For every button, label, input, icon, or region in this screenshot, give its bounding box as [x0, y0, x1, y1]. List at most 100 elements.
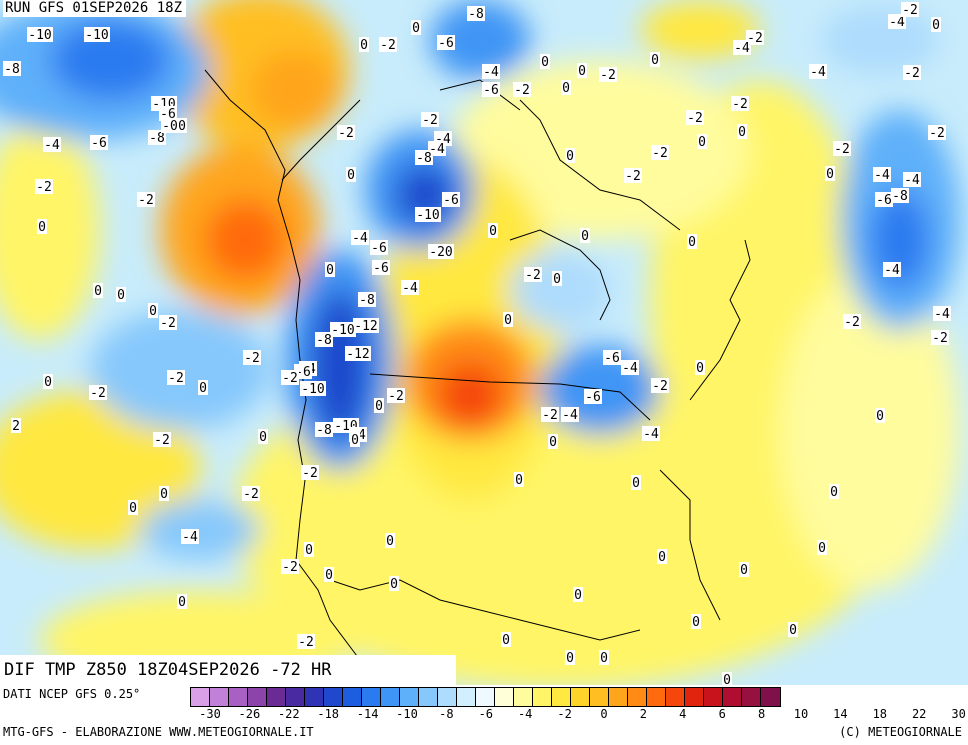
contour-label-bg [624, 168, 642, 183]
legend-swatch [191, 688, 210, 706]
contour-label: -2 [542, 408, 558, 423]
legend-swatch [704, 688, 723, 706]
contour-label: -2 [138, 193, 154, 208]
contour-label: -2 [168, 371, 184, 386]
contour-label-bg [733, 40, 751, 55]
contour-label-bg [89, 385, 107, 400]
contour-label-bg [691, 614, 701, 629]
contour-label-bg [599, 67, 617, 82]
contour-label-bg [817, 540, 827, 555]
legend-swatch [628, 688, 647, 706]
legend-swatch [647, 688, 666, 706]
contour-label-bg [415, 207, 441, 222]
legend-tick-label: 18 [872, 707, 888, 721]
contour-label: -6 [585, 390, 601, 405]
contour-label: 0 [502, 633, 510, 648]
contour-label-bg [177, 118, 187, 133]
contour-label: 0 [553, 272, 561, 287]
contour-label: 0 [740, 563, 748, 578]
legend-swatch [495, 688, 514, 706]
contour-label: -4 [889, 15, 905, 30]
contour-label: -4 [874, 168, 890, 183]
contour-label-bg [695, 360, 705, 375]
run-title: RUN GFS 01SEP2026 18Z [3, 0, 187, 17]
contour-label-bg [84, 27, 110, 42]
contour-label-bg [873, 167, 891, 182]
contour-label-bg [577, 63, 587, 78]
contour-label-bg [580, 228, 590, 243]
contour-label-bg [829, 484, 839, 499]
contour-label: -2 [652, 146, 668, 161]
temperature-anomaly-map: -10 -10 -8 0 -2 0 -6 -8 -4 -6 -2 0 0 0 -2 0 -2 -4 -4 -2 0 -4-… [0, 0, 968, 685]
contour-label-bg [584, 389, 602, 404]
legend-ticks: -30 -26 -22 -18 -14 -10 -8 -6 -4 -2 0 2 4 6 8 10 14 18 22 3… [190, 707, 968, 723]
contour-label-bg [928, 125, 946, 140]
legend-swatch [742, 688, 761, 706]
contour-label-bg [325, 262, 335, 277]
contour-label: -2 [388, 389, 404, 404]
contour-label: -2 [90, 386, 106, 401]
legend-swatch [400, 688, 419, 706]
contour-label: -10 [416, 208, 439, 223]
footer: DATI NCEP GFS 0.25° -30 -26 -22 -18 -14 -10 -8… [0, 685, 968, 745]
contour-label-bg [931, 330, 949, 345]
contour-label-bg [345, 346, 371, 361]
contour-label-bg [621, 360, 639, 375]
contour-label: -2 [160, 316, 176, 331]
contour-label: -2 [525, 268, 541, 283]
contour-label: 0 [658, 550, 666, 565]
contour-label: 0 [351, 433, 359, 448]
contour-label-bg [258, 429, 268, 444]
legend-tick-label: 8 [757, 707, 766, 721]
contour-label-bg [561, 407, 579, 422]
contour-label-bg [833, 141, 851, 156]
contour-label: -6 [876, 193, 892, 208]
contour-label: -2 [932, 331, 948, 346]
legend-tick-label: -30 [199, 707, 221, 721]
contour-label: -2 [625, 169, 641, 184]
legend-tick-label: 10 [793, 707, 809, 721]
contour-label: -4 [402, 281, 418, 296]
contour-label-bg [281, 370, 299, 385]
contour-label-bg [697, 134, 707, 149]
contour-label-bg [315, 332, 333, 347]
contour-label: -2 [243, 487, 259, 502]
legend-swatch [248, 688, 267, 706]
legend-swatch [457, 688, 476, 706]
contour-label: -6 [604, 351, 620, 366]
contour-label-bg [374, 398, 384, 413]
legend-swatch [286, 688, 305, 706]
legend-swatch [533, 688, 552, 706]
credit-left: MTG-GFS - ELABORAZIONE WWW.METEOGIORNALE… [3, 725, 314, 739]
contour-label: -2 [298, 635, 314, 650]
legend-tick-label: -26 [238, 707, 261, 721]
contour-label-bg [686, 110, 704, 125]
contour-label: 0 [541, 55, 549, 70]
contour-label: -2 [282, 560, 298, 575]
legend-swatch [267, 688, 286, 706]
contour-label: 0 [723, 673, 731, 685]
contour-label: 0 [688, 235, 696, 250]
contour-label: 0 [326, 263, 334, 278]
contour-label-bg [428, 244, 454, 259]
contour-label: 0 [386, 534, 394, 549]
contour-label: -4 [562, 408, 578, 423]
legend-tick-label: -4 [517, 707, 533, 721]
contour-label-bg [379, 37, 397, 52]
legend-swatch [571, 688, 590, 706]
legend-tick-label: -10 [396, 707, 418, 721]
contour-label-bg [642, 426, 660, 441]
contour-label-bg [442, 192, 460, 207]
contour-label-bg [358, 292, 376, 307]
contour-label-bg [541, 407, 559, 422]
contour-label-bg [739, 562, 749, 577]
legend-swatch [666, 688, 685, 706]
contour-label-bg [415, 150, 433, 165]
legend-tick-label: 4 [679, 707, 687, 721]
contour-label: 0 [698, 135, 706, 150]
contour-label: -2 [902, 3, 918, 18]
contour-label: -4 [643, 427, 659, 442]
contour-label-bg [159, 315, 177, 330]
contour-label: 0 [549, 435, 557, 450]
contour-label-bg [825, 166, 835, 181]
